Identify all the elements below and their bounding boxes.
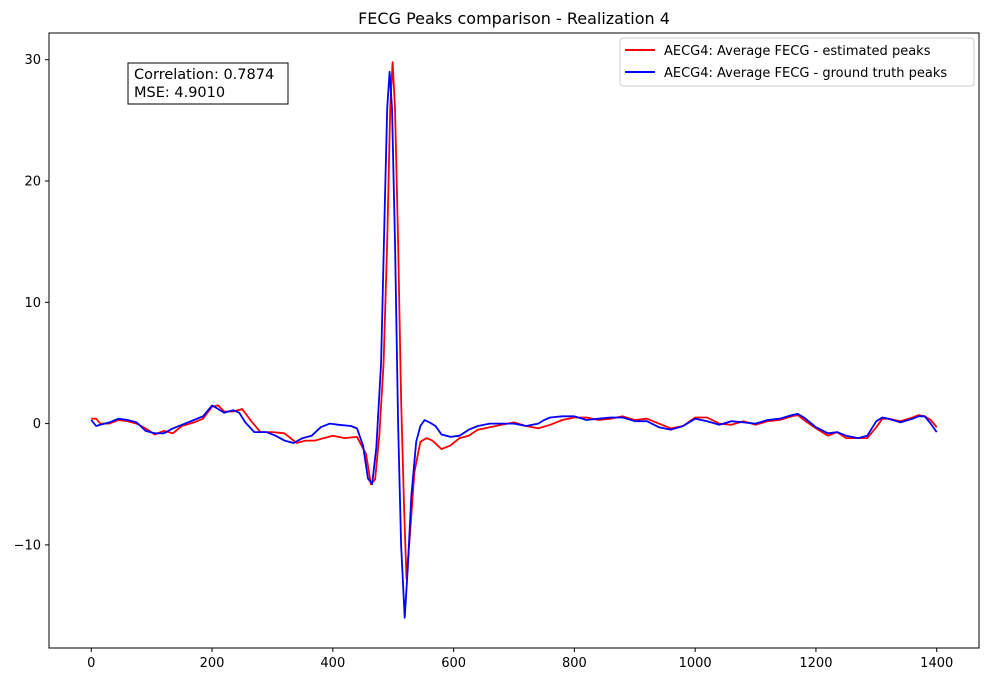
x-tick-label: 400 (320, 656, 345, 671)
legend: AECG4: Average FECG - estimated peaks AE… (619, 37, 975, 87)
x-tick-label: 800 (562, 656, 587, 671)
y-tick-label: −10 (14, 538, 41, 553)
mse-text: MSE: 4.9010 (134, 85, 225, 101)
legend-frame (619, 37, 975, 87)
series-layer (90, 61, 938, 619)
x-tick-label: 200 (200, 656, 225, 671)
correlation-text: Correlation: 0.7874 (134, 67, 274, 83)
plot-frame (48, 32, 980, 649)
x-tick-label: 600 (441, 656, 466, 671)
x-tick-label: 1400 (920, 656, 953, 671)
y-tick-label: 0 (33, 417, 41, 432)
ticks-layer: 0 200 400 600 800 1000 1200 1400 −10 0 10 20 30 (14, 53, 954, 671)
y-tick-label: 20 (24, 174, 41, 189)
x-tick-label: 1200 (799, 656, 832, 671)
legend-label-estimated: AECG4: Average FECG - estimated peaks (664, 44, 931, 59)
x-tick-label: 0 (87, 656, 95, 671)
series-line-0 (91, 61, 938, 580)
y-tick-label: 30 (24, 53, 41, 68)
x-tick-label: 1000 (679, 656, 712, 671)
y-tick-label: 10 (24, 296, 41, 311)
legend-label-ground-truth: AECG4: Average FECG - ground truth peaks (664, 66, 947, 81)
chart-title: FECG Peaks comparison - Realization 4 (358, 9, 670, 28)
series-line-1 (90, 70, 938, 619)
annotation-frame (127, 62, 289, 105)
annotation-box: Correlation: 0.7874 MSE: 4.9010 (127, 62, 289, 105)
